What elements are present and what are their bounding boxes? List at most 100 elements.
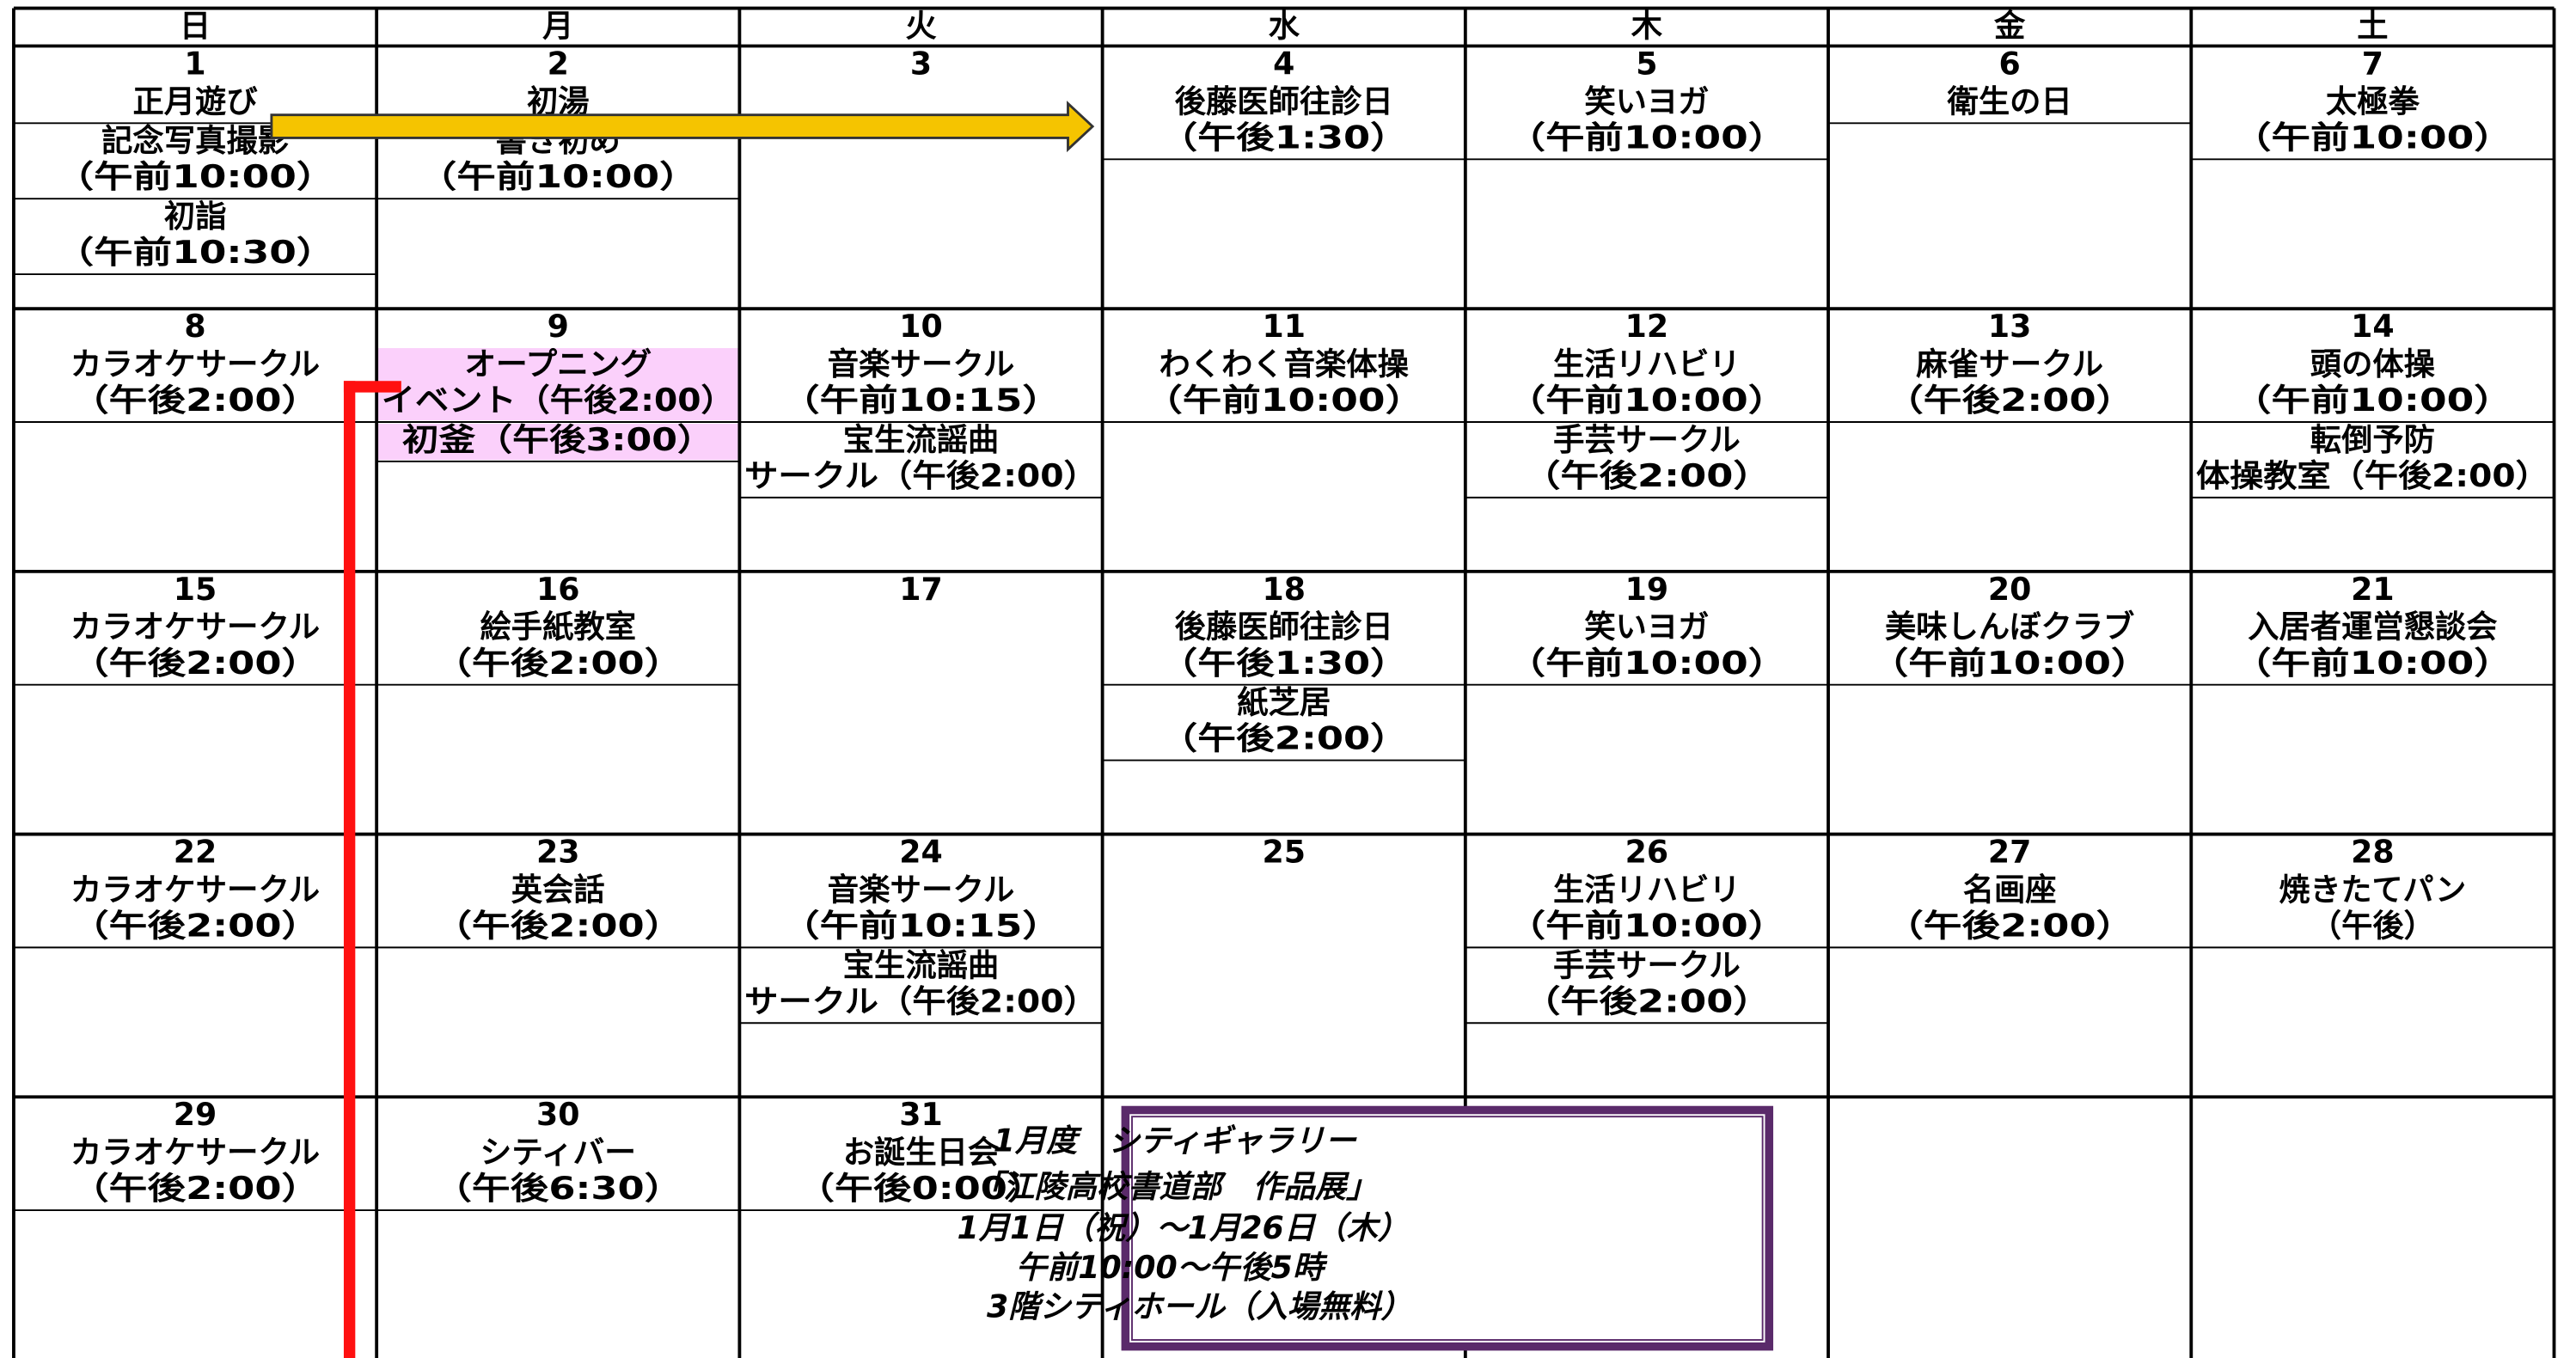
event-text: 英会話 [511,871,605,908]
event-text: （午後6:30） [433,1170,682,1207]
event-highlight [378,423,738,460]
day-number: 9 [548,308,569,345]
event-text: （午後2:00） [70,1170,320,1207]
event-text: （午前10:00） [1507,645,1788,682]
day-number: 27 [1988,833,2032,870]
event-text: お誕生日会 [843,1134,1000,1171]
event-text: 麻雀サークル [1916,346,2103,382]
day-number: 15 [174,571,217,608]
event-text: 笑いヨガ [1584,83,1709,119]
event-text: （午前10:00） [1143,382,1424,419]
event-text: （午後） [2310,907,2435,944]
event-text: 後藤医師往診日 [1175,609,1393,645]
day-number: 4 [1273,45,1294,82]
event-text: （午前10:00） [418,158,699,195]
event-text: （午前10:00） [2232,119,2513,156]
weekday: 日 [180,7,211,44]
event-text: （午前10:30） [55,234,336,271]
event-text: 正月遊び [132,83,258,119]
day-number: 30 [536,1096,580,1133]
day-number: 12 [1625,308,1669,345]
event-text: （午後1:30） [1160,119,1409,156]
event-text: （午後2:00） [433,645,682,682]
event-text: 宝生流謡曲 [843,421,999,458]
arrow [270,101,1095,153]
event-text: 焼きたてパン [2279,871,2466,908]
day-number: 29 [174,1096,217,1133]
event-text: 生活リハビリ [1553,871,1741,908]
event-text: （午後2:00） [1522,457,1771,494]
event-text: 後藤医師往診日 [1175,83,1393,119]
gallery: 1月度 シティギャラリー「江陵高校書道部 作品展」 1月1日（祝）～1月26日（木… [958,1122,1412,1325]
event-text: 体操教室（午後2:00） [2196,457,2549,494]
weekday: 木 [1631,7,1663,44]
day-number: 10 [899,308,943,345]
weekday: 土 [2357,7,2388,44]
event-text: サークル（午後2:00） [744,457,1098,494]
event-text: （午後2:00） [1885,907,2134,944]
event-text: （午前10:15） [780,907,1062,944]
event-text: わくわく音楽体操 [1160,346,1410,382]
event-text: （午後2:00） [70,907,320,944]
red-bar [343,381,401,393]
event-text: 手芸サークル [1553,946,1741,983]
event-text: オープニング [464,346,652,382]
day-number: 19 [1625,571,1669,608]
event-text: 宝生流謡曲 [843,946,999,983]
event-text: 入居者運営懇談会 [2248,609,2498,645]
event-text: （午前10:00） [55,158,336,195]
event-text: 名画座 [1963,871,2057,908]
event-text: カラオケサークル [70,346,320,382]
day-number: 8 [184,308,205,345]
day-number: 7 [2362,45,2383,82]
day-number: 31 [899,1096,943,1133]
event-text: カラオケサークル [70,871,320,908]
event-text: 音楽サークル [828,871,1015,908]
event-text: 転倒予防 [2310,421,2435,458]
day-number: 3 [910,45,932,82]
gallery-box-inner [1131,1116,1764,1341]
event-text: （午前10:00） [2232,382,2513,419]
cells: 日月火水木金土1正月遊び記念写真撮影（午前10:00）初詣（午前10:30）2初… [12,6,2556,1358]
day-number: 2 [548,45,569,82]
day-number: 25 [1262,833,1306,870]
day-number: 1 [184,45,205,82]
red-bar [343,381,356,1358]
event-text: 衛生の日 [1947,83,2072,119]
day-number: 21 [2351,571,2395,608]
event-text: 絵手紙教室 [480,609,636,645]
day-number: 11 [1262,308,1306,345]
event-text: 笑いヨガ [1584,609,1709,645]
day-number: 18 [1262,571,1306,608]
day-number: 13 [1988,308,2032,345]
event-text: 初釜（午後3:00） [402,421,714,458]
day-number: 16 [536,571,580,608]
event-text: イベント（午後2:00） [382,382,735,419]
weekday: 金 [1993,7,2026,44]
event-text: （午後2:00） [1160,720,1409,757]
event-highlight [378,348,738,421]
event-text: カラオケサークル [70,1134,320,1171]
event-text: 美味しんぼクラブ [1885,609,2134,645]
gallery-text: 午前10:00～午後5時 [1016,1249,1328,1286]
day-number: 23 [536,833,580,870]
event-text: （午前10:00） [1507,119,1788,156]
weekday: 月 [542,7,573,44]
event-text: 音楽サークル [828,346,1015,382]
event-text: 紙芝居 [1237,684,1331,721]
event-text: 手芸サークル [1553,421,1741,458]
event-text: （午後2:00） [70,645,320,682]
event-text: （午前10:00） [2232,645,2513,682]
gallery-text: 1月度 シティギャラリー [994,1122,1358,1159]
event-text: 太極拳 [2326,83,2420,119]
gallery-box [1121,1105,1774,1351]
day-number: 20 [1988,571,2032,608]
event-text: （午前10:00） [1507,907,1788,944]
event-text: サークル（午後2:00） [744,982,1098,1019]
day-number: 17 [899,571,943,608]
day-number: 26 [1625,833,1669,870]
event-text: （午後2:00） [1885,382,2134,419]
event-text: シティバー [480,1134,636,1171]
